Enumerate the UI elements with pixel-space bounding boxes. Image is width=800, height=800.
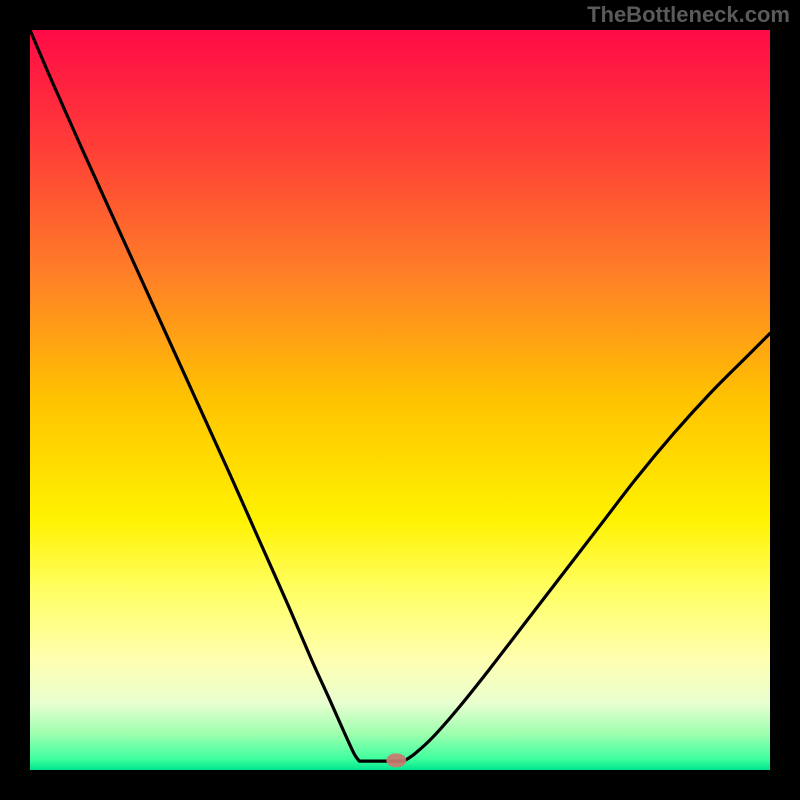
optimal-marker bbox=[386, 753, 406, 767]
chart-container: TheBottleneck.com bbox=[0, 0, 800, 800]
v-curve-chart bbox=[0, 0, 800, 800]
watermark-text: TheBottleneck.com bbox=[587, 2, 790, 28]
plot-background bbox=[30, 30, 770, 770]
